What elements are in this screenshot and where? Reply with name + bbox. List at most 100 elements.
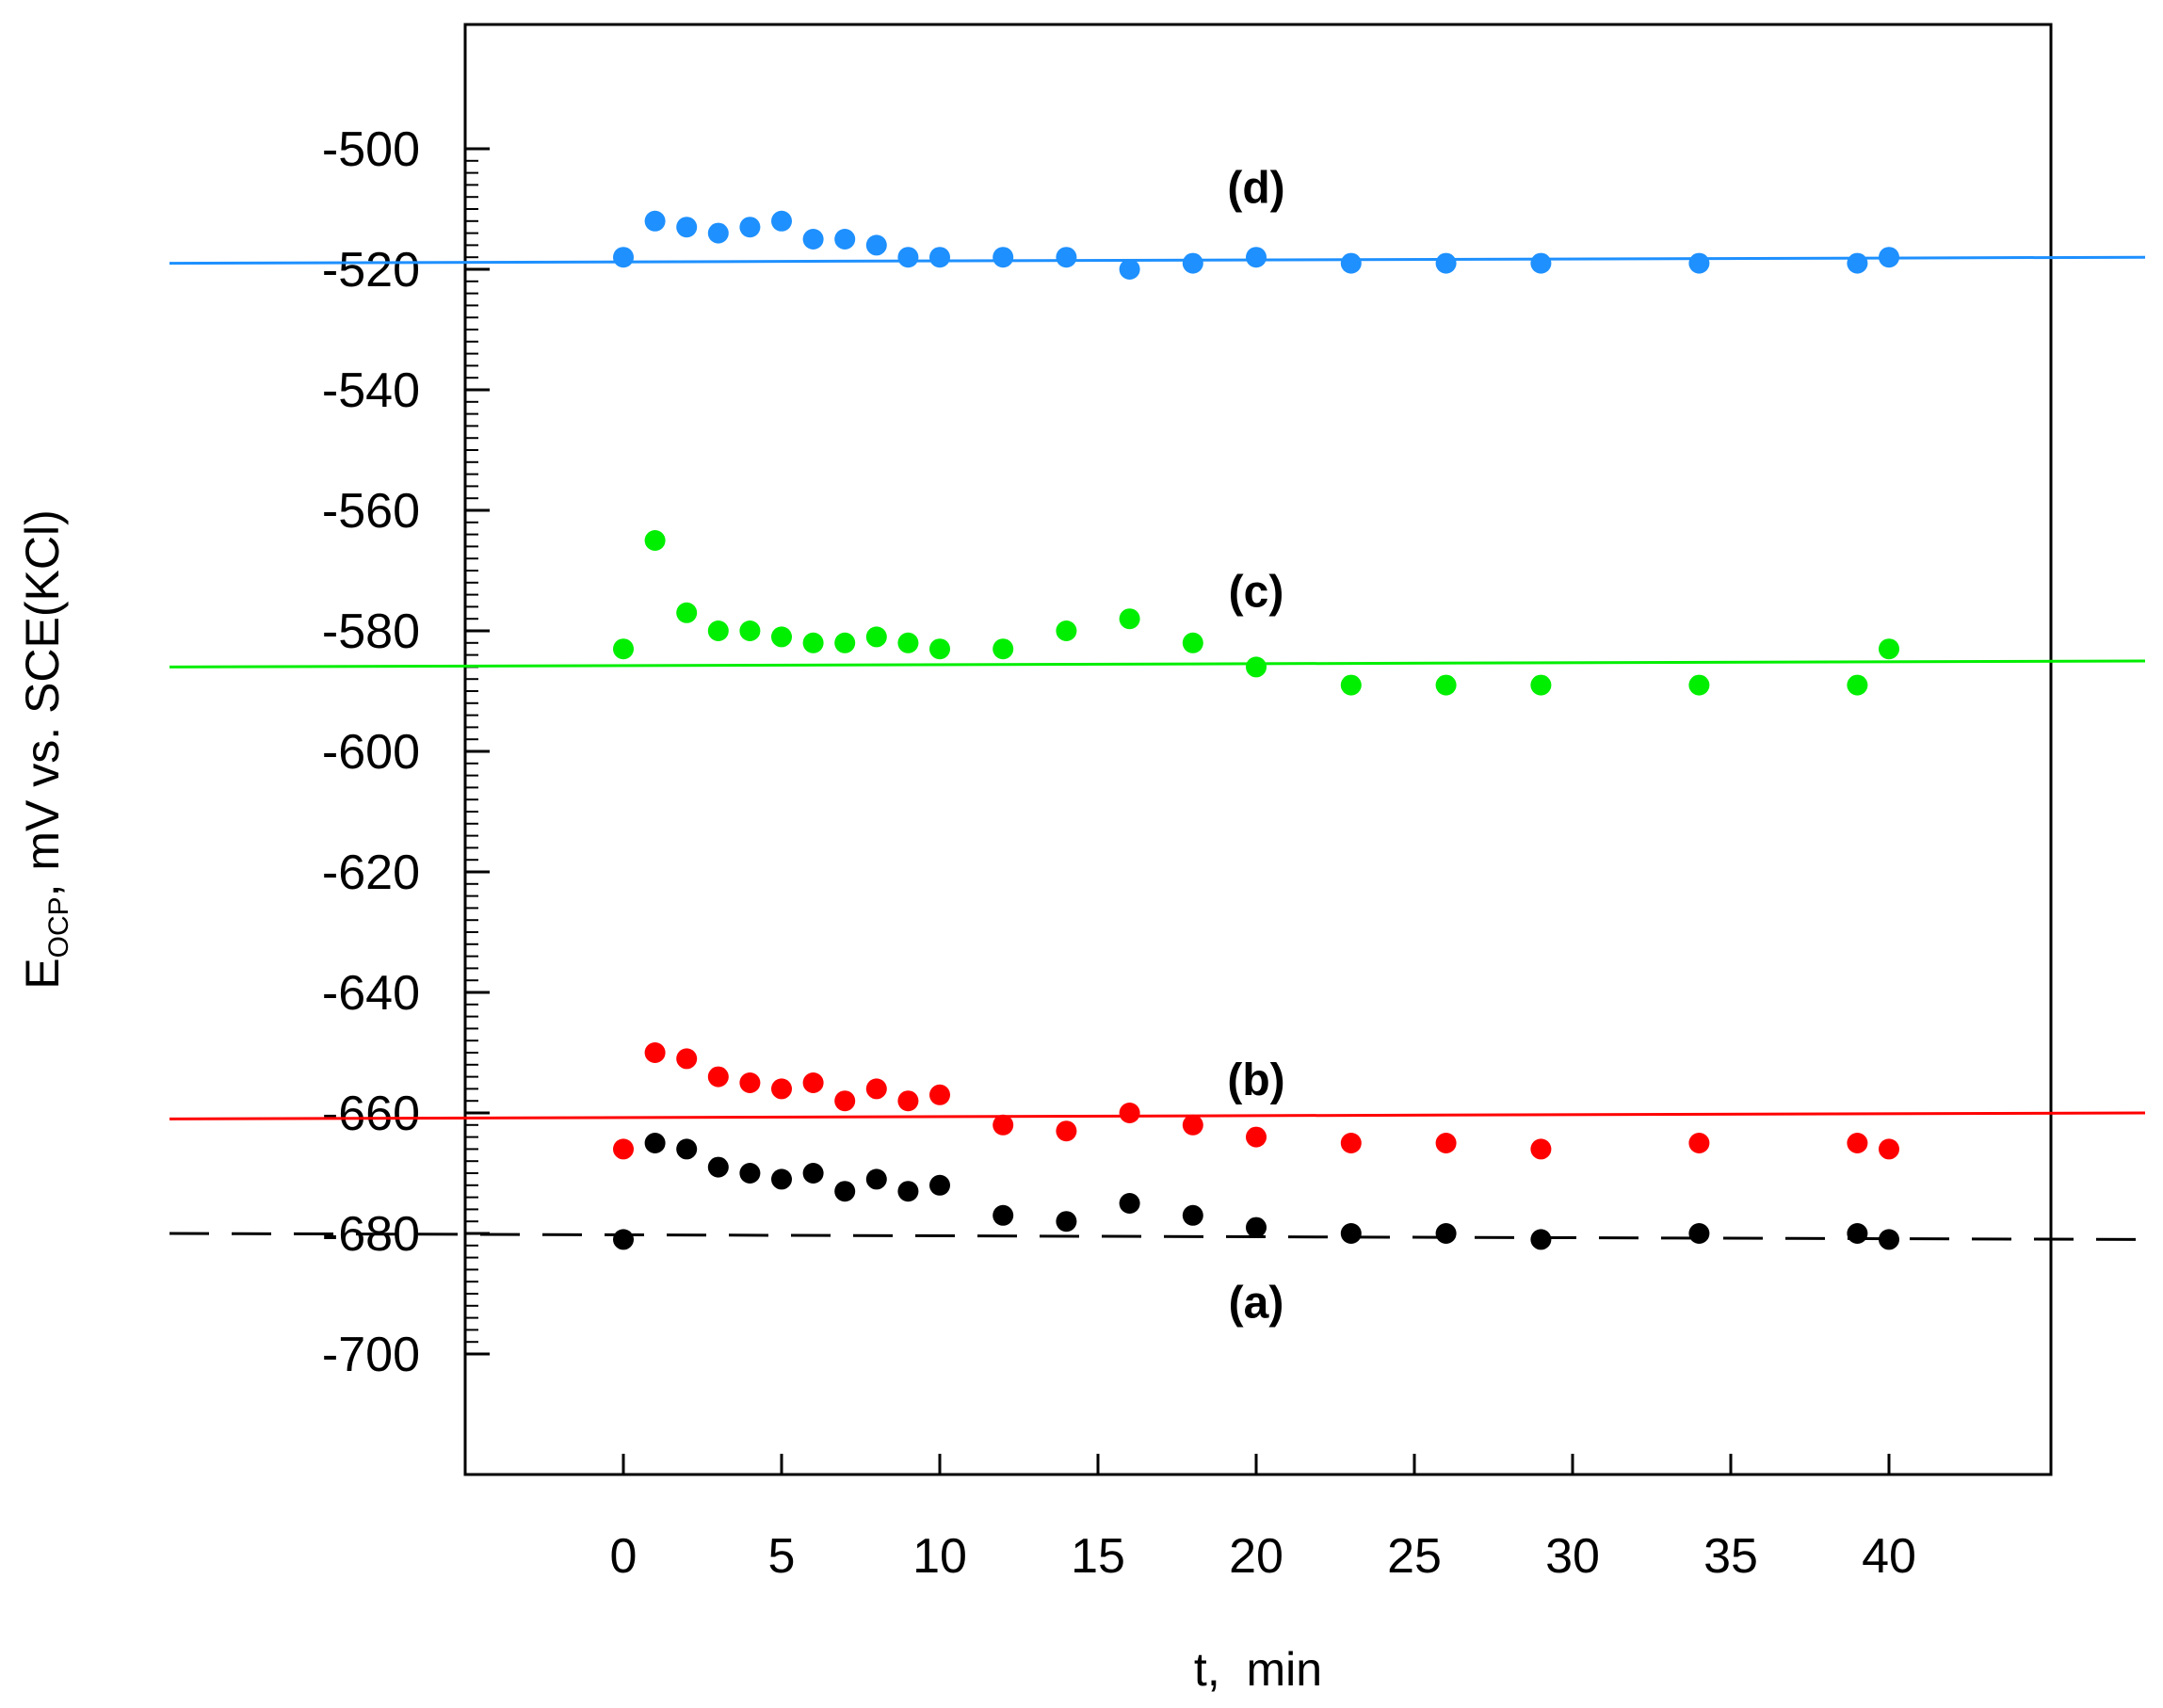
data-point-c <box>1530 674 1552 696</box>
y-axis-title-main: E <box>16 958 69 989</box>
data-point-d <box>993 247 1014 268</box>
x-tick-label: 35 <box>1703 1529 1758 1584</box>
data-point-b <box>865 1078 887 1100</box>
series-label-d: (d) <box>1227 164 1284 214</box>
y-tick-label: -520 <box>322 243 420 298</box>
data-point-c <box>1182 632 1203 653</box>
data-point-c <box>739 620 761 641</box>
data-point-c <box>1688 674 1710 696</box>
data-point-b <box>929 1084 950 1105</box>
y-axis-title: EOCP, mV vs. SCE(KCl) <box>16 509 74 990</box>
data-point-c <box>644 530 666 551</box>
data-point-b <box>1435 1133 1457 1153</box>
data-point-d <box>644 210 666 232</box>
data-point-c <box>1246 656 1267 678</box>
y-tick-label: -640 <box>322 966 420 1021</box>
data-point-b <box>644 1042 666 1063</box>
data-point-b <box>613 1138 634 1160</box>
data-point-b <box>993 1114 1014 1136</box>
data-point-d <box>613 247 634 268</box>
data-point-d <box>771 210 792 232</box>
y-tick-label: -540 <box>322 363 420 418</box>
data-point-c <box>1847 674 1868 696</box>
data-point-b <box>1056 1120 1077 1142</box>
data-point-a <box>993 1204 1014 1226</box>
data-point-c <box>897 632 919 653</box>
data-point-a <box>1119 1193 1140 1214</box>
y-tick-label: -580 <box>322 604 420 659</box>
data-point-b <box>834 1090 856 1112</box>
x-tick-label: 5 <box>768 1529 796 1584</box>
data-point-c <box>771 626 792 648</box>
data-point-b <box>1246 1126 1267 1148</box>
series-label-a: (a) <box>1229 1279 1284 1329</box>
ticks-layer: -500-520-540-560-580-600-620-640-660-680… <box>322 122 1916 1584</box>
data-point-c <box>1119 608 1140 630</box>
data-point-d <box>865 234 887 256</box>
labels-layer: (a) (b) (c) (d) <box>1227 164 1284 1329</box>
data-point-d <box>1182 252 1203 274</box>
data-point-c <box>1340 674 1362 696</box>
data-point-b <box>1688 1133 1710 1153</box>
fit-line-c <box>169 659 2146 669</box>
points-layer <box>613 210 1899 1250</box>
data-point-c <box>993 638 1014 660</box>
data-point-d <box>1879 247 1899 268</box>
data-point-b <box>1182 1114 1203 1136</box>
data-point-a <box>1879 1229 1899 1250</box>
data-point-c <box>929 638 950 660</box>
data-point-a <box>771 1168 792 1190</box>
series-label-b: (b) <box>1227 1055 1284 1105</box>
y-tick-label: -660 <box>322 1087 420 1141</box>
data-point-d <box>1056 247 1077 268</box>
data-point-b <box>802 1072 824 1093</box>
data-point-a <box>1182 1204 1203 1226</box>
data-point-a <box>929 1174 950 1196</box>
data-point-c <box>802 632 824 653</box>
data-point-d <box>1530 252 1552 274</box>
data-point-b <box>676 1048 698 1070</box>
data-point-a <box>1847 1223 1868 1244</box>
data-point-a <box>865 1168 887 1190</box>
data-point-c <box>1435 674 1457 696</box>
x-axis-title: t, min <box>1194 1643 1322 1696</box>
data-point-a <box>897 1181 919 1202</box>
fit-line-d <box>169 255 2146 266</box>
data-point-a <box>676 1138 698 1160</box>
data-point-d <box>802 229 824 250</box>
data-point-c <box>834 632 856 653</box>
x-tick-label: 10 <box>912 1529 967 1584</box>
data-point-a <box>707 1156 729 1178</box>
data-point-d <box>676 217 698 238</box>
data-point-a <box>802 1163 824 1184</box>
data-point-b <box>1847 1133 1868 1153</box>
y-axis-title-rest: , mV vs. SCE(KCl) <box>16 509 69 896</box>
data-point-c <box>707 620 729 641</box>
data-point-a <box>1688 1223 1710 1244</box>
data-point-d <box>1340 252 1362 274</box>
data-point-a <box>739 1163 761 1184</box>
y-tick-label: -560 <box>322 484 420 539</box>
data-point-c <box>1056 620 1077 641</box>
data-point-a <box>1246 1217 1267 1238</box>
data-point-b <box>1879 1138 1899 1160</box>
data-point-d <box>897 247 919 268</box>
data-point-c <box>865 626 887 648</box>
data-point-a <box>1435 1223 1457 1244</box>
data-point-a <box>1056 1211 1077 1233</box>
y-tick-label: -500 <box>322 122 420 177</box>
x-tick-label: 25 <box>1387 1529 1442 1584</box>
data-point-b <box>739 1072 761 1093</box>
y-tick-label: -700 <box>322 1328 420 1382</box>
y-tick-label: -600 <box>322 725 420 780</box>
data-point-d <box>834 229 856 250</box>
fit-lines-layer <box>169 255 2146 1241</box>
data-point-d <box>1435 252 1457 274</box>
y-axis-title-subscript: OCP <box>43 896 74 958</box>
x-tick-label: 20 <box>1229 1529 1283 1584</box>
y-tick-label: -620 <box>322 846 420 900</box>
data-point-d <box>1246 247 1267 268</box>
data-point-b <box>771 1078 792 1100</box>
data-point-b <box>1530 1138 1552 1160</box>
